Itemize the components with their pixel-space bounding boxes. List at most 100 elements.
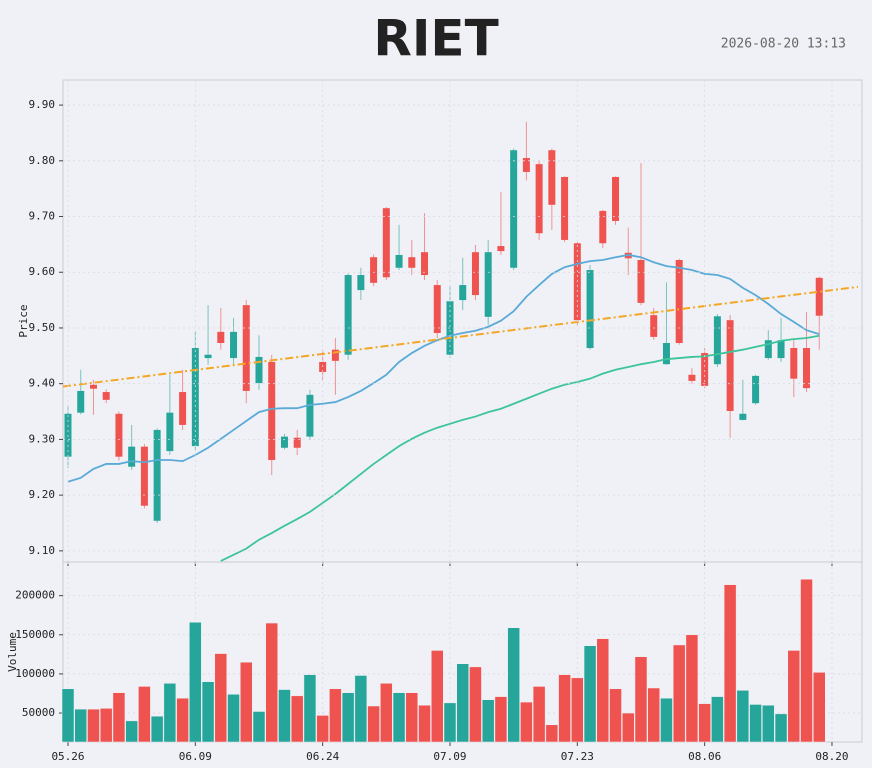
candle-body <box>306 394 314 437</box>
candle-body <box>599 210 607 244</box>
x-tick-label: 08.20 <box>815 750 848 763</box>
candle-body <box>522 158 530 172</box>
volume-bar <box>571 677 584 743</box>
volume-bar <box>392 692 406 743</box>
volume-bar <box>214 653 228 743</box>
y-tick-label: 9.40 <box>29 377 56 390</box>
volume-bar <box>800 578 813 743</box>
volume-bar <box>736 690 750 743</box>
candle-body <box>459 285 467 301</box>
candle-body <box>688 374 696 381</box>
candle-body <box>803 348 811 389</box>
candle-body <box>764 340 772 359</box>
candle-body <box>370 257 378 283</box>
volume-bar <box>316 715 329 743</box>
y-axis-title: Volume <box>6 632 19 672</box>
volume-bar <box>163 683 177 743</box>
volume-bar <box>354 675 368 743</box>
volume-bar <box>252 711 266 743</box>
candle-body <box>128 446 136 467</box>
candle-body <box>230 331 238 359</box>
volume-bar <box>341 692 355 743</box>
volume-bar <box>431 650 444 743</box>
candle-body <box>255 356 263 384</box>
volume-bar <box>774 713 788 743</box>
candle-body <box>89 384 97 389</box>
volume-bar <box>227 694 240 743</box>
x-tick-label: 07.09 <box>433 750 466 763</box>
volume-bar <box>405 692 419 743</box>
candle-body <box>280 436 288 448</box>
volume-bar <box>520 701 533 743</box>
candle-body <box>510 150 518 268</box>
volume-bar <box>787 650 801 743</box>
price-panel <box>62 79 863 563</box>
volume-bar <box>672 644 686 743</box>
volume-bar <box>481 699 495 743</box>
candle-body <box>102 392 110 400</box>
volume-bar <box>685 634 699 743</box>
candle-body <box>815 277 823 316</box>
volume-bar <box>749 704 762 743</box>
y-tick-label: 50000 <box>22 706 55 719</box>
candle-body <box>357 275 365 291</box>
volume-bar <box>596 638 610 743</box>
candle-body <box>153 429 161 521</box>
candle-body <box>77 390 85 413</box>
x-tick-label: 08.06 <box>688 750 721 763</box>
volume-bar <box>622 712 635 743</box>
volume-bar <box>112 692 126 743</box>
candle-body <box>662 343 670 365</box>
volume-bar <box>532 686 546 743</box>
volume-bar <box>303 674 317 743</box>
candle-body <box>752 375 760 404</box>
volume-bar <box>265 622 278 743</box>
candle-body <box>726 320 734 411</box>
volume-bar <box>507 627 520 743</box>
candle-body <box>675 259 683 344</box>
candle-body <box>268 361 276 461</box>
candle-body <box>548 150 556 205</box>
y-tick-label: 9.60 <box>29 265 56 278</box>
candle-body <box>612 176 620 221</box>
volume-bar <box>138 686 151 743</box>
volume-bar <box>762 704 775 743</box>
candle-body <box>344 275 352 355</box>
volume-bar <box>443 702 457 743</box>
candle-body <box>713 316 721 365</box>
volume-bar <box>723 584 737 743</box>
moving-average-line <box>220 334 820 562</box>
volume-bar <box>367 705 380 743</box>
candle-body <box>179 392 187 425</box>
candle-body <box>421 252 429 276</box>
price-plot <box>63 121 859 562</box>
candle-body <box>408 257 416 268</box>
x-tick-label: 06.09 <box>179 750 212 763</box>
volume-bar <box>189 622 202 743</box>
chart-title: RIET <box>373 10 498 68</box>
x-tick-label: 05.26 <box>51 750 84 763</box>
volume-bar <box>150 715 164 743</box>
candle-body <box>204 354 212 359</box>
y-tick-label: 9.10 <box>29 544 56 557</box>
volume-bar <box>812 672 826 743</box>
volume-bar <box>74 708 87 743</box>
volume-bar <box>278 689 291 743</box>
candle-body <box>650 315 658 337</box>
volume-bar <box>201 681 215 743</box>
moving-average-line <box>67 254 820 483</box>
volume-bar <box>87 708 100 743</box>
candle-body <box>140 446 148 506</box>
volume-bar <box>176 697 189 743</box>
y-tick-label: 200000 <box>15 589 55 602</box>
candle-body <box>535 164 543 234</box>
candle-body <box>166 412 174 452</box>
volume-bar <box>61 688 75 743</box>
volume-bar <box>583 645 597 743</box>
candle-body <box>739 413 747 420</box>
candle-body <box>777 340 785 359</box>
volume-bar <box>329 688 342 743</box>
trend-line <box>63 285 859 388</box>
candle-body <box>701 353 709 386</box>
volume-bar <box>125 720 138 743</box>
